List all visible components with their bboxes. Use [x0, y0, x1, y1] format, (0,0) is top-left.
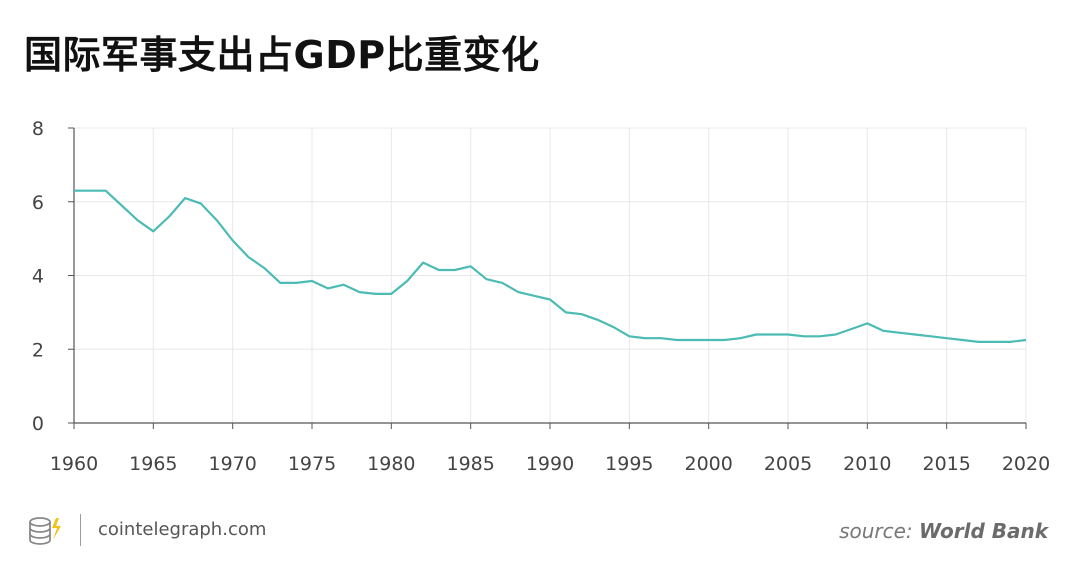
site-name[interactable]: cointelegraph.com: [98, 519, 267, 540]
series-line: [74, 189, 1027, 343]
x-tick-labels: 1960 1965 1970 1975 1980 1985 1990 1995 2000 2005…: [50, 453, 1050, 475]
y-tick-labels: 0 2 4 6 8: [32, 118, 44, 435]
x-tick-label: 2000: [684, 453, 732, 475]
y-tick-label: 4: [32, 266, 44, 288]
source-name: World Bank: [919, 519, 1048, 543]
x-tick-label: 1980: [367, 453, 415, 475]
x-tick-label: 1970: [208, 453, 256, 475]
source-prefix: source:: [839, 519, 920, 543]
x-tick-label: 2005: [764, 453, 812, 475]
source-credit: source: World Bank: [839, 519, 1048, 543]
x-tick-label: 1960: [50, 453, 98, 475]
x-gridlines: [152, 128, 1027, 423]
x-tick-label: 2015: [922, 453, 970, 475]
x-tick-label: 1975: [288, 453, 336, 475]
footer-divider: [80, 514, 81, 546]
x-tick-label: 1985: [446, 453, 494, 475]
x-tick-label: 1965: [129, 453, 177, 475]
cointelegraph-coin-logo-icon: [26, 514, 66, 548]
y-tick-label: 2: [32, 339, 44, 361]
chart-title: 国际军事支出占GDP比重变化: [24, 33, 540, 77]
x-tick-label: 2020: [1002, 453, 1050, 475]
y-tick-label: 0: [32, 413, 44, 435]
y-tick-label: 6: [32, 192, 44, 214]
x-tick-label: 1995: [605, 453, 653, 475]
x-tick-label: 1990: [526, 453, 574, 475]
y-tick-label: 8: [32, 118, 44, 140]
x-tick-label: 2010: [843, 453, 891, 475]
axes: [68, 127, 1027, 429]
